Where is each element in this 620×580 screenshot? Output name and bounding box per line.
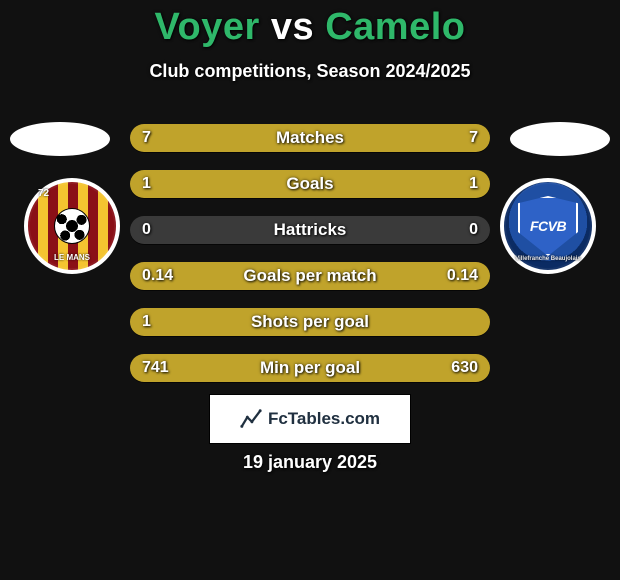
brand-text: FcTables.com: [268, 409, 380, 429]
stat-label: Hattricks: [130, 216, 490, 244]
club-badge-right: FCVB Villefranche Beaujolais: [500, 178, 596, 274]
stat-bar: 741630Min per goal: [130, 354, 490, 382]
stat-label: Min per goal: [130, 354, 490, 382]
player-left-name: Voyer: [155, 6, 260, 48]
badge-left-number: 72: [38, 188, 49, 199]
player-left-silhouette: [10, 122, 110, 156]
stat-bar: 0.140.14Goals per match: [130, 262, 490, 290]
stat-label: Goals per match: [130, 262, 490, 290]
stat-bar: 11Goals: [130, 170, 490, 198]
chart-icon: [240, 408, 262, 430]
badge-left-text: LE MANS: [28, 253, 116, 262]
player-right-silhouette: [510, 122, 610, 156]
badge-right-shield: FCVB: [518, 196, 578, 256]
stat-label: Shots per goal: [130, 308, 490, 336]
soccer-ball-icon: [54, 208, 90, 244]
page-title: Voyer vs Camelo: [0, 0, 620, 49]
vs-text: vs: [271, 6, 314, 48]
infographic-date: 19 january 2025: [0, 452, 620, 473]
stat-bars: 77Matches 11Goals 00Hattricks 0.140.14Goals…: [130, 124, 490, 400]
club-badge-left: 72 LE MANS: [24, 178, 120, 274]
stat-bar: 77Matches: [130, 124, 490, 152]
badge-right-text: Villefranche Beaujolais: [504, 256, 592, 262]
subtitle: Club competitions, Season 2024/2025: [0, 61, 620, 82]
brand-link[interactable]: FcTables.com: [209, 394, 411, 444]
stat-label: Goals: [130, 170, 490, 198]
stat-label: Matches: [130, 124, 490, 152]
stat-bar: 00Hattricks: [130, 216, 490, 244]
stat-bar: 1Shots per goal: [130, 308, 490, 336]
player-right-name: Camelo: [325, 6, 465, 48]
